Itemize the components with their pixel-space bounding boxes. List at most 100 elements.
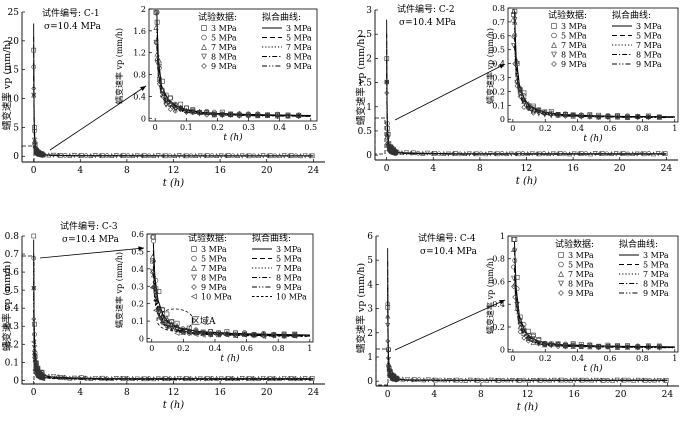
panel-4-inset-point (512, 281, 518, 287)
panel-3-y-tick-label: 0.2 (5, 340, 19, 350)
panel-3-point (202, 376, 208, 382)
panel-3-point (309, 376, 315, 381)
panel-1-inset-axes: 0 0.1 0.2 0.3 0.4 0.5 0 0.4 0.8 1.2 1.6 2 (133, 5, 318, 132)
panel-3-legend-fit-title: 拟合曲线: (252, 232, 291, 244)
panel-4-sigma-label: σ=10.4 MPa (420, 247, 477, 257)
panel-4-point (530, 378, 536, 384)
panel-4-inset-point (656, 344, 662, 350)
panel-3-inset-point (150, 269, 156, 275)
panel-1-inset-point (211, 112, 217, 118)
panel-3-series-10MPa (31, 339, 296, 382)
panel-3-inset-point (207, 331, 214, 338)
panel-3-inset-point (174, 330, 180, 336)
panel-4-inset-point (521, 324, 527, 330)
panel-4-point (579, 377, 585, 383)
panel-3-inset-y-tick-label: 0.5 (131, 247, 144, 256)
panel-2-y-tick-label: 0.5 (358, 127, 373, 137)
panel-3-point (139, 376, 145, 382)
panel-4-inset-point (624, 344, 631, 350)
panel-4-inset-point (578, 343, 584, 349)
panel-2-inset-point (578, 113, 584, 119)
panel-3-point (197, 376, 203, 382)
panel-1-inset-point (154, 51, 160, 57)
panel-3-point (34, 371, 40, 377)
panel-2-inset-point (605, 114, 611, 120)
panel-1-inset-point (159, 78, 165, 84)
panel-4-y-tick-label: 4 (367, 280, 373, 290)
panel-2-point (555, 151, 561, 157)
panel-3-point (88, 375, 94, 381)
panel-3-legend-data-label: 7 MPa (201, 264, 227, 273)
panel-1-point (151, 152, 157, 158)
panel-3-inset-point (174, 320, 180, 326)
panel-3-inset-point (153, 288, 159, 294)
panel-4-zoom-box (375, 348, 389, 386)
panel-3-point (246, 376, 252, 381)
panel-4-legend-fit-label: 7 MPa (643, 270, 669, 279)
panel-3-point (184, 376, 189, 381)
panel-4-legend-marker (558, 270, 564, 277)
panel-1-inset-point (167, 101, 173, 107)
panel-2-point (411, 150, 416, 156)
panel-4-x-tick-label: 0 (385, 390, 391, 400)
panel-1-inset-frame (148, 8, 318, 122)
panel-3-point (67, 375, 73, 381)
panel-1-inset-series-9MPa (153, 40, 302, 120)
panel-1-point (307, 153, 313, 159)
panel-1-point (204, 153, 210, 158)
panel-3-inset-point (193, 329, 199, 335)
panel-3-inset-point (174, 322, 180, 329)
panel-3-x-axis-label: t (h) (163, 400, 185, 411)
panel-3-inset-point (200, 332, 206, 338)
panel-1-point (235, 153, 241, 159)
panel-1-legend-marker (201, 43, 207, 50)
panel-3-inset-point (180, 327, 186, 333)
panel-4-point (425, 377, 431, 383)
panel-3-inset-y-tick-label: 0.4 (131, 265, 144, 274)
panel-3-point (298, 375, 304, 381)
panel-2-y-tick-label: 2.5 (358, 30, 373, 40)
panel-3-point (60, 374, 66, 380)
panel-3-point (172, 375, 178, 381)
panel-3-point (260, 376, 266, 382)
panel-2-legend-data-label: 8 MPa (561, 51, 587, 60)
panel-4-inset-point (562, 344, 568, 350)
panel-3-inset-x-tick-label: 0.8 (272, 344, 285, 353)
panel-4-inset-fit-curve (513, 276, 675, 349)
panel-3-inset-y-tick-label: 0.6 (131, 230, 144, 239)
panel-3-y-tick-label: 0.8 (5, 232, 20, 242)
panel-2-point (385, 126, 390, 131)
panel-2-point (392, 151, 397, 156)
panel-4-arrow-line (394, 299, 506, 351)
panel-1-point (309, 153, 315, 159)
panel-3-point (31, 345, 37, 351)
panel-1-point (97, 153, 103, 159)
panel-4-point (421, 377, 427, 383)
panel-1-legend-data-label: 7 MPa (211, 43, 237, 52)
panel-2-point (499, 151, 505, 156)
panel-2-point (609, 151, 615, 157)
panel-3-point (256, 375, 262, 381)
panel-3-point (193, 375, 199, 381)
panel-4-inset-point (542, 342, 548, 348)
panel-4-point (385, 338, 391, 344)
panel-4-point (416, 377, 422, 382)
panel-2-point (641, 151, 647, 157)
panel-3-point (281, 376, 287, 382)
panel-2-point (384, 137, 390, 143)
panel-4-inset-y-tick-label: 0.6 (492, 277, 505, 286)
panel-2-x-tick-label: 4 (430, 164, 436, 174)
panel-2-inset-y-tick-label: 0.4 (492, 60, 505, 69)
panel-4-inset-point (635, 345, 641, 351)
panel-1-point (76, 153, 82, 159)
panel-4-inset-point (548, 342, 554, 348)
panel-2-inset-y-tick-label: 0.8 (492, 4, 505, 13)
panel-2-inset-y-tick-label: 0.1 (492, 101, 505, 110)
panel-2-legend-data-label: 9 MPa (561, 60, 587, 69)
panel-4-point (605, 377, 611, 383)
panel-3-point (31, 233, 37, 239)
panel-3-inset-point (215, 331, 221, 338)
panel-4-legend-marker (558, 252, 564, 258)
panel-2-point (403, 150, 409, 156)
panel-1-y-tick-label: 15 (8, 66, 20, 76)
